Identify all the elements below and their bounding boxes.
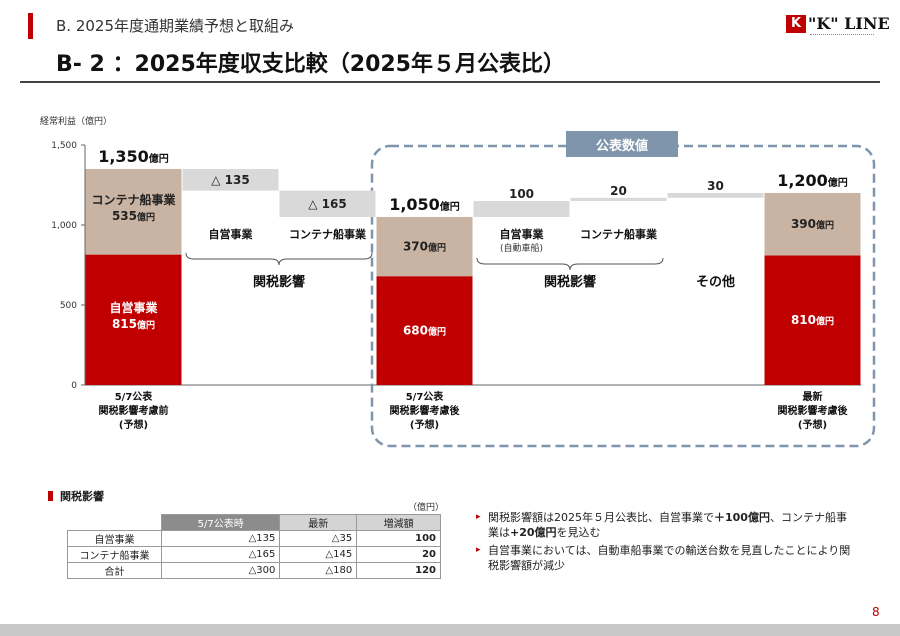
segment-value-label: 815億円 bbox=[112, 317, 155, 331]
note-emphasis: +20億円 bbox=[510, 526, 557, 539]
note-emphasis: ＋100億円 bbox=[714, 511, 770, 524]
segment-value-label: 390億円 bbox=[791, 217, 834, 231]
table-header-cell: 増減額 bbox=[356, 514, 441, 531]
delta-value-label: △ 165 bbox=[308, 197, 346, 211]
table-row: 自営事業 △135 △35 100 bbox=[67, 530, 441, 547]
y-tick-label: 500 bbox=[60, 301, 77, 311]
segment-name-label: 自営事業 bbox=[109, 300, 158, 315]
table-cell: 100 bbox=[356, 530, 441, 547]
delta-name-label: コンテナ船事業 bbox=[580, 227, 658, 241]
table-cell: △165 bbox=[160, 546, 281, 563]
table-cell: コンテナ船事業 bbox=[67, 546, 162, 563]
category-label: 5/7公表 bbox=[406, 390, 445, 403]
segment-value-label: 370億円 bbox=[403, 240, 446, 254]
page-number: 8 bbox=[872, 605, 880, 619]
table-cell: 20 bbox=[356, 546, 441, 563]
category-label: 関税影響考慮後 bbox=[778, 404, 849, 417]
note-item: ▸ 自営事業においては、自動車船事業での輸送台数を見直したことにより関税影響額が減… bbox=[476, 543, 856, 573]
category-label: 関税影響考慮前 bbox=[99, 404, 169, 417]
section-accent-bar bbox=[28, 13, 33, 39]
table-cell: 自営事業 bbox=[67, 530, 162, 547]
bar-segment bbox=[85, 254, 182, 385]
delta-name-label: コンテナ船事業 bbox=[289, 227, 367, 241]
bar-segment bbox=[764, 255, 861, 385]
table-cell: △35 bbox=[279, 530, 358, 547]
table-title-marker bbox=[48, 491, 53, 501]
table-title: 関税影響 bbox=[60, 490, 104, 503]
group-label: 関税影響 bbox=[253, 274, 305, 290]
table-header-cell: 最新 bbox=[279, 514, 358, 531]
delta-value-label: △ 135 bbox=[211, 173, 249, 187]
group-bracket bbox=[476, 257, 664, 271]
delta-bar bbox=[473, 201, 570, 217]
delta-value-label: 30 bbox=[707, 179, 724, 193]
group-bracket bbox=[185, 252, 373, 266]
bar-segment bbox=[764, 193, 861, 256]
y-tick-label: 0 bbox=[71, 381, 77, 391]
delta-bar bbox=[667, 193, 764, 198]
notes-list: ▸ 関税影響額は2025年５月公表比、自営事業で＋100億円、コンテナ船事業は+2… bbox=[476, 510, 856, 576]
category-label: (予想) bbox=[410, 418, 439, 431]
table-unit: （億円） bbox=[408, 503, 445, 513]
note-text: 関税影響額は2025年５月公表比、自営事業で bbox=[488, 511, 714, 524]
delta-bar bbox=[279, 190, 376, 217]
category-label: 最新 bbox=[803, 390, 823, 403]
section-label: B. 2025年度通期業績予想と取組み bbox=[56, 17, 295, 35]
y-axis-label: 経常利益（億円） bbox=[40, 115, 112, 127]
category-label: (予想) bbox=[119, 418, 148, 431]
bar-segment bbox=[376, 217, 473, 277]
table-header-cell bbox=[67, 514, 162, 531]
table-row: 合計 △300 △180 120 bbox=[67, 562, 441, 579]
highlight-label: 公表数値 bbox=[596, 138, 648, 154]
bar-segment bbox=[376, 276, 473, 385]
delta-sublabel: (自動車船) bbox=[500, 242, 543, 254]
table-row: コンテナ船事業 △165 △145 20 bbox=[67, 546, 441, 563]
table-cell: 120 bbox=[356, 562, 441, 579]
delta-bar bbox=[182, 169, 279, 191]
note-text: を見込む bbox=[556, 526, 601, 539]
segment-name-label: コンテナ船事業 bbox=[91, 192, 176, 207]
note-text: 、コンテナ船事業は bbox=[488, 511, 847, 539]
page-title: B- 2 ：2025年度収支比較（2025年５月公表比） bbox=[56, 52, 565, 77]
table-cell: △145 bbox=[279, 546, 358, 563]
y-tick-label: 1,500 bbox=[51, 141, 77, 151]
bullet-icon: ▸ bbox=[476, 545, 481, 555]
table-header-cell: 5/7公表時 bbox=[160, 514, 281, 531]
group-label: 関税影響 bbox=[544, 274, 596, 290]
tariff-impact-table: 5/7公表時 最新 増減額 自営事業 △135 △35 100 コンテナ船事業 … bbox=[67, 514, 441, 579]
note-text: 自営事業においては、自動車船事業での輸送台数を見直したことにより関税影響額が減少 bbox=[488, 544, 851, 572]
company-logo: K "K" LINE bbox=[786, 12, 890, 42]
footer-bar bbox=[0, 624, 900, 636]
highlight-badge bbox=[566, 131, 678, 157]
delta-name-label: 自営事業 bbox=[500, 227, 545, 241]
table-cell: △300 bbox=[160, 562, 281, 579]
delta-name-label: その他 bbox=[696, 274, 735, 290]
logo-mark: K bbox=[786, 15, 806, 33]
segment-value-label: 810億円 bbox=[791, 313, 834, 327]
y-tick-label: 1,000 bbox=[51, 221, 77, 231]
category-label: (予想) bbox=[798, 418, 827, 431]
note-item: ▸ 関税影響額は2025年５月公表比、自営事業で＋100億円、コンテナ船事業は+2… bbox=[476, 510, 856, 540]
segment-value-label: 535億円 bbox=[112, 209, 155, 223]
delta-bar bbox=[570, 197, 667, 201]
table-cell: △180 bbox=[279, 562, 358, 579]
category-label: 関税影響考慮後 bbox=[390, 404, 461, 417]
bullet-icon: ▸ bbox=[476, 512, 481, 522]
title-divider bbox=[20, 81, 880, 83]
segment-value-label: 680億円 bbox=[403, 324, 446, 338]
waterfall-chart: 経常利益（億円） 0 500 1,000 1,500 公表数値 815億円 自営事業 535億円… bbox=[40, 115, 876, 448]
bar-total-label: 1,350億円 bbox=[98, 147, 169, 166]
delta-value-label: 100 bbox=[509, 187, 534, 201]
logo-tagline bbox=[810, 34, 874, 36]
bar-total-label: 1,200億円 bbox=[777, 171, 848, 190]
logo-wordmark: "K" LINE bbox=[808, 14, 890, 33]
bar-total-label: 1,050億円 bbox=[389, 195, 460, 214]
table-header-row: 5/7公表時 最新 増減額 bbox=[67, 514, 441, 531]
delta-value-label: 20 bbox=[610, 184, 627, 198]
delta-name-label: 自営事業 bbox=[209, 227, 254, 241]
category-label: 5/7公表 bbox=[115, 390, 154, 403]
table-cell: 合計 bbox=[67, 562, 162, 579]
bar-segment bbox=[85, 169, 182, 255]
table-cell: △135 bbox=[160, 530, 281, 547]
